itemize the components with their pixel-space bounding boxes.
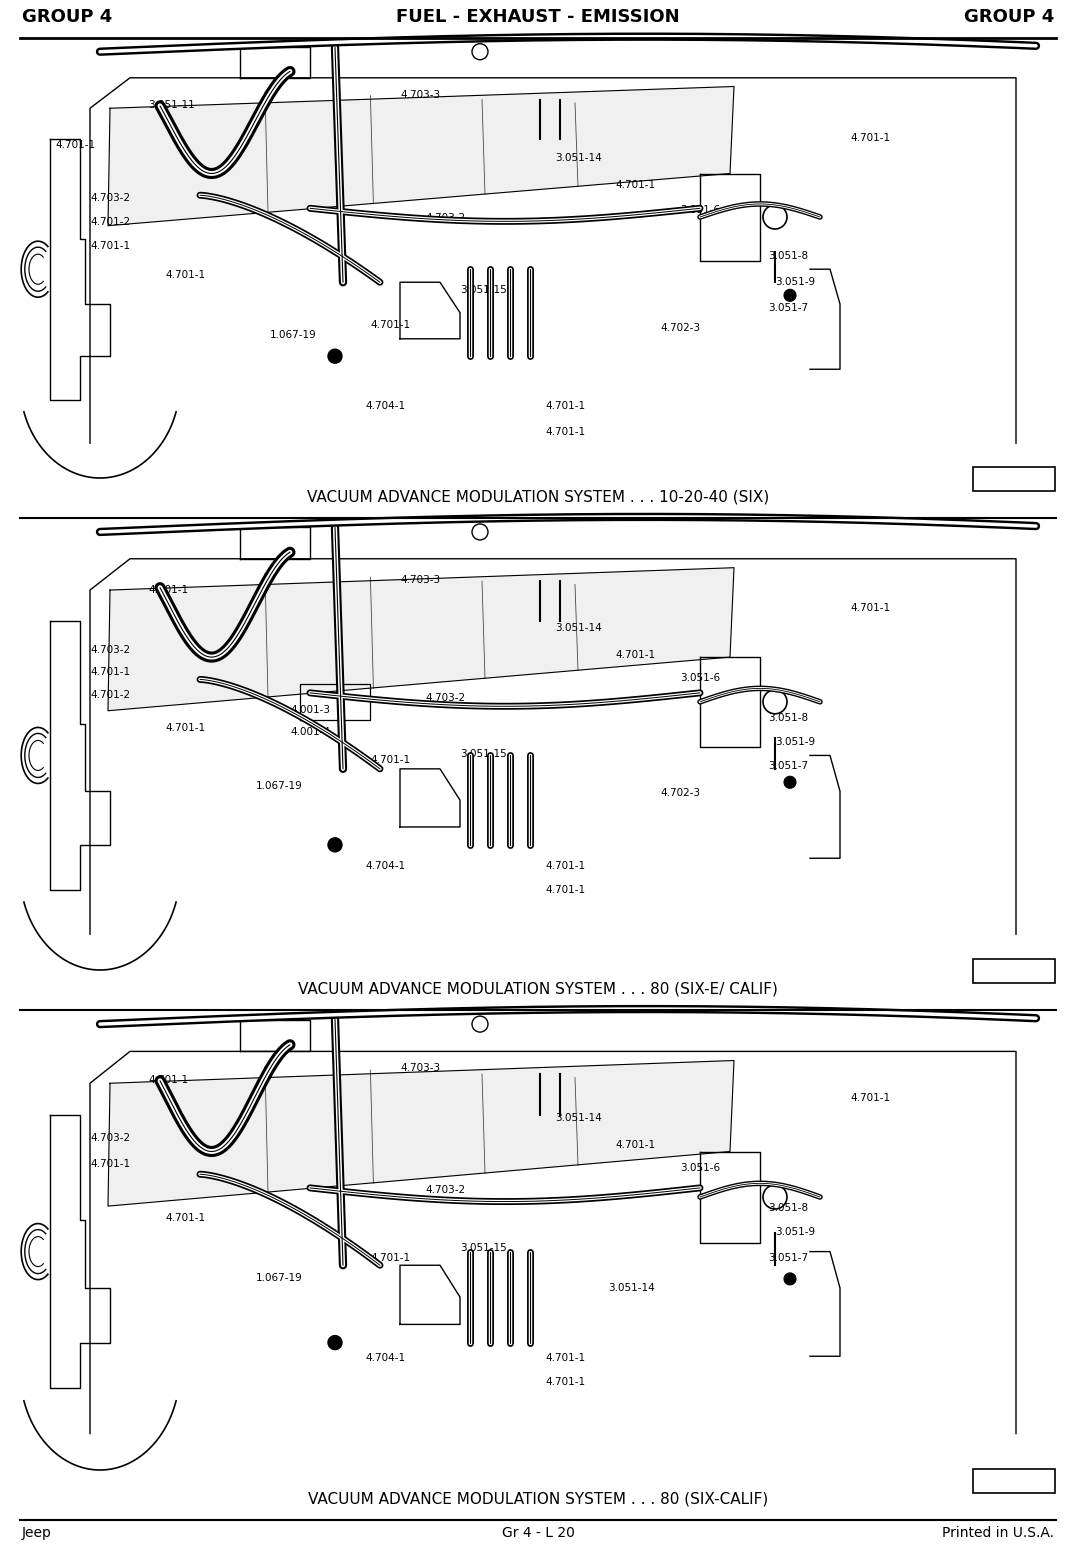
Text: 4.703-3: 4.703-3 [400,574,440,585]
Text: 4.701-1: 4.701-1 [850,133,890,144]
Text: 4.701-1: 4.701-1 [165,723,206,734]
Text: J-5908: J-5908 [994,473,1034,485]
Circle shape [784,776,796,788]
Text: 4.701-1: 4.701-1 [546,1377,585,1388]
FancyBboxPatch shape [973,1469,1054,1492]
Text: 4.701-2: 4.701-2 [90,217,130,226]
FancyBboxPatch shape [973,467,1054,492]
Text: FUEL - EXHAUST - EMISSION: FUEL - EXHAUST - EMISSION [396,8,680,27]
Text: 3.051-14: 3.051-14 [555,1113,601,1122]
Text: 3.051-8: 3.051-8 [768,713,808,723]
Text: 4.001-4: 4.001-4 [291,727,330,737]
Text: 3.051-9: 3.051-9 [775,737,816,748]
Text: GROUP 4: GROUP 4 [964,8,1054,27]
FancyBboxPatch shape [973,958,1054,983]
Text: 4.701-1: 4.701-1 [615,180,655,190]
Text: 4.702-3: 4.702-3 [660,788,700,798]
Text: 3.051-7: 3.051-7 [768,303,808,314]
Circle shape [328,1336,342,1350]
Text: 4.702-3: 4.702-3 [660,323,700,332]
Text: 4.701-1: 4.701-1 [850,603,890,613]
Text: 4.701-1: 4.701-1 [546,401,585,411]
Polygon shape [108,86,734,226]
Text: 4.701-1: 4.701-1 [165,270,206,279]
Text: VACUUM ADVANCE MODULATION SYSTEM . . . 80 (SIX-CALIF): VACUUM ADVANCE MODULATION SYSTEM . . . 8… [308,1491,768,1506]
Text: 4.704-1: 4.704-1 [365,401,406,411]
Text: 4.703-2: 4.703-2 [90,645,130,656]
Text: 3.051-8: 3.051-8 [768,1204,808,1213]
Text: 4.701-1: 4.701-1 [90,1158,130,1169]
Text: 4.701-1: 4.701-1 [370,756,410,765]
Text: J-5910: J-5910 [994,1475,1034,1488]
Text: 3.051-7: 3.051-7 [768,762,808,771]
Text: 3.051-9: 3.051-9 [775,1227,816,1236]
Text: 3.051-6: 3.051-6 [680,1163,720,1172]
Text: 3.051-8: 3.051-8 [768,251,808,261]
Circle shape [328,838,342,852]
Text: 4.701-1: 4.701-1 [370,320,410,329]
Text: 4.703-2: 4.703-2 [425,693,465,702]
Text: 4.701-1: 4.701-1 [546,428,585,437]
Text: VACUUM ADVANCE MODULATION SYSTEM . . . 10-20-40 (SIX): VACUUM ADVANCE MODULATION SYSTEM . . . 1… [307,489,769,504]
Text: 3.051-9: 3.051-9 [775,276,816,287]
Text: 3.051-14: 3.051-14 [608,1283,655,1293]
Text: 3.051-14: 3.051-14 [555,153,601,162]
Text: 4.701-1: 4.701-1 [148,585,188,595]
Text: 4.703-2: 4.703-2 [425,212,465,223]
Text: 1.067-19: 1.067-19 [270,329,316,340]
Text: 3.051-6: 3.051-6 [680,204,720,215]
Text: 1.067-19: 1.067-19 [256,780,302,791]
Text: 4.701-1: 4.701-1 [148,1076,188,1085]
Text: 4.703-3: 4.703-3 [400,91,440,100]
Text: 3.051-11: 3.051-11 [148,100,195,109]
Circle shape [784,289,796,301]
Circle shape [328,350,342,364]
Text: Printed in U.S.A.: Printed in U.S.A. [942,1527,1054,1541]
Text: 4.701-1: 4.701-1 [90,240,130,251]
Text: 4.703-2: 4.703-2 [90,1133,130,1143]
Text: 4.701-1: 4.701-1 [850,1093,890,1104]
Polygon shape [108,568,734,710]
Text: 4.701-1: 4.701-1 [90,667,130,677]
Text: 4.701-1: 4.701-1 [546,885,585,894]
Text: 4.703-2: 4.703-2 [425,1185,465,1196]
Text: 4.703-3: 4.703-3 [400,1063,440,1072]
Polygon shape [108,1060,734,1207]
Text: 4.703-2: 4.703-2 [90,194,130,203]
Text: 4.704-1: 4.704-1 [365,862,406,871]
Text: 4.701-2: 4.701-2 [90,690,130,699]
Text: 3.051-6: 3.051-6 [680,673,720,684]
Text: 3.051-14: 3.051-14 [555,623,601,634]
Text: Gr 4 - L 20: Gr 4 - L 20 [501,1527,575,1541]
Text: 4.701-1: 4.701-1 [546,1353,585,1363]
Text: 4.701-1: 4.701-1 [165,1213,206,1222]
Text: 3.051-7: 3.051-7 [768,1253,808,1263]
Text: Jeep: Jeep [22,1527,52,1541]
Text: 4.701-1: 4.701-1 [370,1253,410,1263]
Text: 3.051-15: 3.051-15 [461,1243,507,1253]
Text: 3.051-15: 3.051-15 [461,286,507,295]
Text: VACUUM ADVANCE MODULATION SYSTEM . . . 80 (SIX-E/ CALIF): VACUUM ADVANCE MODULATION SYSTEM . . . 8… [298,980,778,996]
Text: GROUP 4: GROUP 4 [22,8,112,27]
Text: 4.001-3: 4.001-3 [291,706,330,715]
Text: 4.701-1: 4.701-1 [546,862,585,871]
Text: 3.051-15: 3.051-15 [461,749,507,759]
Text: 1.067-19: 1.067-19 [256,1274,302,1283]
Text: J-5909: J-5909 [994,965,1034,977]
Text: 4.701-1: 4.701-1 [615,649,655,660]
Circle shape [784,1272,796,1285]
Text: 4.704-1: 4.704-1 [365,1353,406,1363]
Text: 4.701-1: 4.701-1 [55,140,95,150]
Text: 4.701-1: 4.701-1 [615,1140,655,1150]
